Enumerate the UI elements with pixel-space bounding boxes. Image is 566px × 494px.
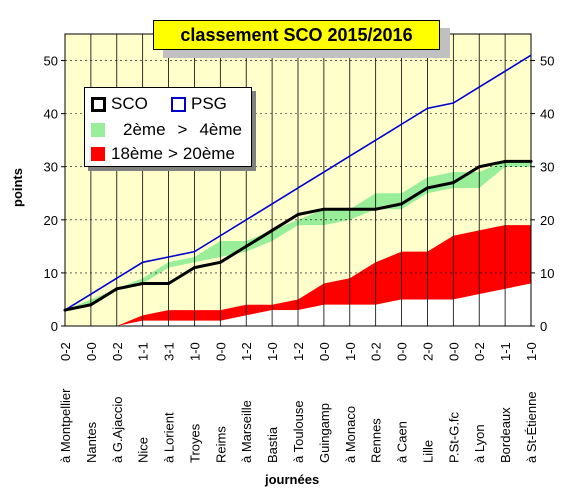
sco-point (270, 228, 274, 232)
psg-line (64, 54, 532, 311)
x-score-label: 1-1 (498, 342, 513, 361)
y-tick-label-right: 30 (540, 160, 554, 175)
x-score-label: 0-0 (395, 342, 410, 361)
sco-point (503, 159, 507, 163)
x-category-label: Bordeaux (498, 407, 513, 463)
x-score-label: 3-1 (162, 342, 177, 361)
x-category-label: à Montpellier (58, 388, 73, 463)
legend-top-a: 2ème (123, 120, 166, 139)
x-category-label: Lille (420, 440, 435, 463)
sco-point (529, 159, 533, 163)
x-score-label: 2-0 (420, 342, 435, 361)
x-score-label: 1-2 (291, 342, 306, 361)
chart-title: classement SCO 2015/2016 (153, 20, 440, 50)
x-score-label: 1-2 (239, 342, 254, 361)
x-score-label: 1-1 (136, 342, 151, 361)
top-band-swatch (91, 123, 105, 137)
top-band-area (65, 161, 531, 311)
x-category-label: à Monaco (343, 406, 358, 463)
legend-sco-label: SCO (111, 94, 148, 113)
y-tick-label-left: 20 (44, 213, 58, 228)
y-tick-label-left: 30 (44, 160, 58, 175)
legend-bot-sep: > (167, 144, 178, 163)
y-tick-label-right: 40 (540, 107, 554, 122)
legend-top-b: 4ème (199, 120, 242, 139)
x-score-label: 0-0 (213, 342, 228, 361)
x-category-label: P.St-G.fc (446, 411, 461, 463)
y-tick-label-left: 10 (44, 266, 58, 281)
x-category-label: à Caen (395, 421, 410, 463)
sco-swatch (91, 96, 106, 112)
psg-swatch (171, 96, 186, 112)
sco-point (477, 165, 481, 169)
legend-top-sep: > (177, 120, 188, 139)
x-category-label: Nice (136, 437, 151, 463)
sco-point (348, 207, 352, 211)
legend-item-bottom-band: 18ème > 20ème (91, 144, 235, 164)
sco-point (296, 213, 300, 217)
legend-item-sco: SCO (91, 94, 148, 114)
sco-point (115, 287, 119, 291)
x-score-label: 1-0 (265, 342, 280, 361)
x-category-label: Guingamp (317, 403, 332, 463)
x-category-label: Nantes (84, 421, 99, 463)
x-score-label: 0-0 (446, 342, 461, 361)
legend: SCO PSG 2ème > 4ème 18ème > 20ème (84, 87, 252, 167)
sco-point (244, 244, 248, 248)
y-axis-label: points (10, 168, 25, 207)
x-score-label: 0-0 (84, 342, 99, 361)
sco-point (218, 260, 222, 264)
x-score-label: 0-2 (369, 342, 384, 361)
x-category-label: à Toulouse (291, 400, 306, 463)
x-axis-label: journées (265, 472, 320, 487)
sco-point (400, 202, 404, 206)
x-category-label: Reims (213, 426, 228, 463)
y-tick-label-left: 40 (44, 107, 58, 122)
y-tick-label-right: 10 (540, 266, 554, 281)
x-category-label: Troyes (187, 423, 202, 463)
legend-item-psg: PSG (171, 94, 227, 114)
legend-psg-label: PSG (191, 94, 227, 113)
x-score-label: 1-0 (343, 342, 358, 361)
sco-point (425, 186, 429, 190)
y-tick-label-left: 0 (51, 319, 58, 334)
x-category-label: Bastia (265, 426, 280, 463)
x-score-label: 0-2 (472, 342, 487, 361)
x-category-label: à Marseille (239, 400, 254, 463)
x-category-label: Rennes (369, 418, 384, 463)
y-tick-label-right: 20 (540, 213, 554, 228)
x-score-label: 0-0 (317, 342, 332, 361)
x-category-label: à Lyon (472, 424, 487, 463)
sco-point (89, 303, 93, 307)
x-category-label: à Lorient (162, 412, 177, 463)
y-tick-label-right: 0 (540, 319, 547, 334)
sco-point (192, 266, 196, 270)
legend-item-top-band: 2ème > 4ème (91, 120, 242, 140)
y-tick-label-left: 50 (44, 54, 58, 69)
x-score-label: 0-2 (58, 342, 73, 361)
sco-point (451, 181, 455, 185)
x-score-label: 1-0 (187, 342, 202, 361)
sco-point (167, 282, 171, 286)
x-score-label: 1-0 (524, 342, 539, 361)
legend-bot-a: 18ème (111, 144, 163, 163)
sco-point (322, 207, 326, 211)
sco-point (141, 282, 145, 286)
lower-white-area (65, 283, 531, 326)
y-tick-label-right: 50 (540, 54, 554, 69)
sco-point (374, 207, 378, 211)
x-category-label: à St-Étienne (524, 391, 539, 463)
x-category-label: à G.Ajaccio (110, 397, 125, 463)
legend-bot-b: 20ème (182, 144, 235, 163)
sco-point (63, 308, 67, 312)
x-score-label: 0-2 (110, 342, 125, 361)
bottom-band-swatch (91, 147, 105, 161)
